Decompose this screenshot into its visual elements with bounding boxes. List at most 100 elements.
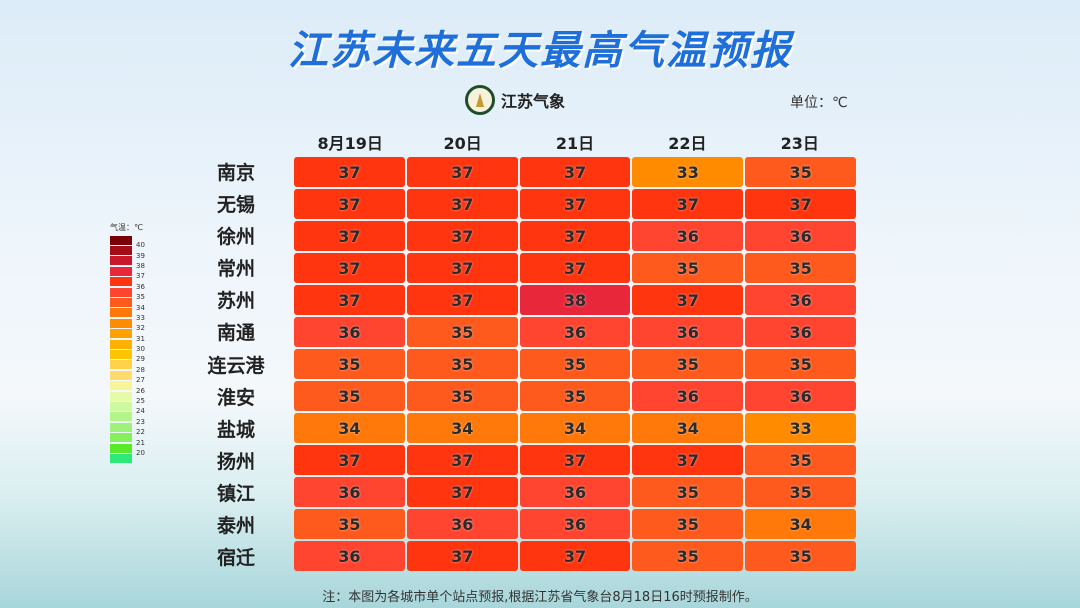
legend-label: 34 xyxy=(136,303,145,312)
heatmap-cell: 35 xyxy=(745,477,856,507)
heatmap-cell: 35 xyxy=(745,541,856,571)
heatmap-cell: 38 xyxy=(519,285,631,315)
date-headers: 8月19日 20日 21日 22日 23日 xyxy=(294,130,856,154)
heatmap-cell: 36 xyxy=(294,541,405,571)
heatmap-cell: 35 xyxy=(519,381,631,411)
legend-label: 35 xyxy=(136,293,145,302)
city-label: 宿迁 xyxy=(216,547,255,570)
heatmap-cell: 37 xyxy=(406,445,518,475)
legend-row: 37 xyxy=(110,266,145,280)
heatmap-cell: 35 xyxy=(519,349,631,379)
heatmap-cell: 37 xyxy=(406,285,518,315)
heatmap-cell: 37 xyxy=(632,285,744,315)
heatmap-cell: 37 xyxy=(632,445,744,475)
heatmap-cell: 37 xyxy=(632,189,744,219)
legend-row: 34 xyxy=(110,297,145,312)
legend-row: 21 xyxy=(110,432,145,447)
heatmap-cell: 35 xyxy=(406,381,518,411)
heatmap-cell: 36 xyxy=(294,317,405,347)
date-header: 8月19日 xyxy=(317,134,383,153)
legend-label: 24 xyxy=(136,407,145,416)
heatmap-cell: 36 xyxy=(519,477,631,507)
unit-label: 单位：℃ xyxy=(790,95,848,111)
legend-label: 27 xyxy=(136,376,145,385)
legend-label: 36 xyxy=(136,282,145,291)
heatmap-cell: 36 xyxy=(745,221,856,251)
legend-swatch xyxy=(110,339,132,349)
legend-row: 38 xyxy=(110,256,145,270)
city-label: 淮安 xyxy=(216,386,255,409)
heatmap-cell: 35 xyxy=(632,477,744,507)
heatmap-cell: 37 xyxy=(519,157,631,187)
legend-row: 20 xyxy=(110,443,145,457)
heatmap-cell: 35 xyxy=(406,349,518,379)
heatmap-cell: 37 xyxy=(294,157,405,187)
city-label: 南京 xyxy=(216,162,255,184)
heatmap-cell: 37 xyxy=(406,253,518,283)
legend-row: 23 xyxy=(110,412,145,426)
heatmap-cell: 37 xyxy=(294,189,405,219)
heatmap-cell: 36 xyxy=(745,317,856,347)
heatmap-cell: 36 xyxy=(632,221,744,251)
city-label: 扬州 xyxy=(216,450,255,473)
city-label: 南通 xyxy=(216,322,255,345)
legend-swatch xyxy=(110,433,132,443)
legend-row: 26 xyxy=(110,380,145,395)
legend-label: 37 xyxy=(136,272,145,281)
legend-label: 20 xyxy=(136,449,145,457)
legend-label: 39 xyxy=(136,251,145,260)
date-header: 22日 xyxy=(668,134,707,153)
heatmap-cell: 36 xyxy=(745,381,856,411)
legend-swatch xyxy=(110,453,132,463)
heatmap-cell: 37 xyxy=(519,253,631,283)
city-label: 镇江 xyxy=(216,482,255,505)
legend-swatch xyxy=(110,370,132,380)
city-label: 连云港 xyxy=(207,354,265,377)
legend-swatch xyxy=(110,318,132,328)
heatmap-cell: 37 xyxy=(519,541,631,571)
legend-label: 38 xyxy=(136,261,145,270)
legend-title: 气温：℃ xyxy=(110,223,143,232)
legend-label: 31 xyxy=(136,334,145,343)
heatmap-cell: 37 xyxy=(519,445,631,475)
heatmap-cell: 33 xyxy=(745,413,856,443)
legend-label: 22 xyxy=(136,428,145,437)
date-header: 23日 xyxy=(780,134,819,153)
legend-swatch xyxy=(110,246,132,256)
legend-swatch xyxy=(110,266,132,276)
heatmap-cell: 36 xyxy=(632,317,744,347)
date-header: 21日 xyxy=(555,134,595,153)
legend-row: 30 xyxy=(110,339,145,353)
city-labels: 南京 无锡 徐州 常州 苏州 南通 连云港 淮安 盐城 扬州 镇江 泰州 宿迁 xyxy=(196,157,276,574)
heatmap-cell: 35 xyxy=(632,509,744,539)
heatmap-cell: 35 xyxy=(745,445,856,475)
legend-row: 33 xyxy=(110,308,145,322)
legend-row: 24 xyxy=(110,401,145,415)
city-label: 常州 xyxy=(216,258,255,281)
legend-label: 23 xyxy=(136,417,145,426)
city-label: 盐城 xyxy=(216,418,255,441)
heatmap-cell: 36 xyxy=(519,317,631,347)
heatmap-cell: 34 xyxy=(745,509,856,539)
heatmap-cell: 37 xyxy=(406,189,518,219)
legend-label: 26 xyxy=(136,386,145,395)
heatmap-cell: 35 xyxy=(745,253,856,283)
heatmap-cell: 33 xyxy=(632,157,744,187)
legend-swatch xyxy=(110,298,132,308)
heatmap-cell: 37 xyxy=(406,477,518,507)
legend-label: 32 xyxy=(136,324,145,333)
legend-swatch xyxy=(110,443,132,453)
legend-label: 25 xyxy=(136,397,145,406)
city-label: 苏州 xyxy=(216,290,255,313)
temperature-heatmap: 37 37 37 33 35 37 37 37 37 37 37 37 37 36 36 37 37 37 35 35… xyxy=(294,157,856,571)
legend-label: 30 xyxy=(136,345,145,354)
legend-row xyxy=(110,453,145,463)
heatmap-cell: 37 xyxy=(406,541,518,571)
legend-row: 28 xyxy=(110,360,145,374)
legend-swatch xyxy=(110,235,132,245)
heatmap-cell: 35 xyxy=(294,349,405,379)
legend-swatch xyxy=(110,422,132,432)
legend-label: 29 xyxy=(136,355,145,364)
legend-row: 32 xyxy=(110,318,145,332)
heatmap-cell: 34 xyxy=(519,413,631,443)
